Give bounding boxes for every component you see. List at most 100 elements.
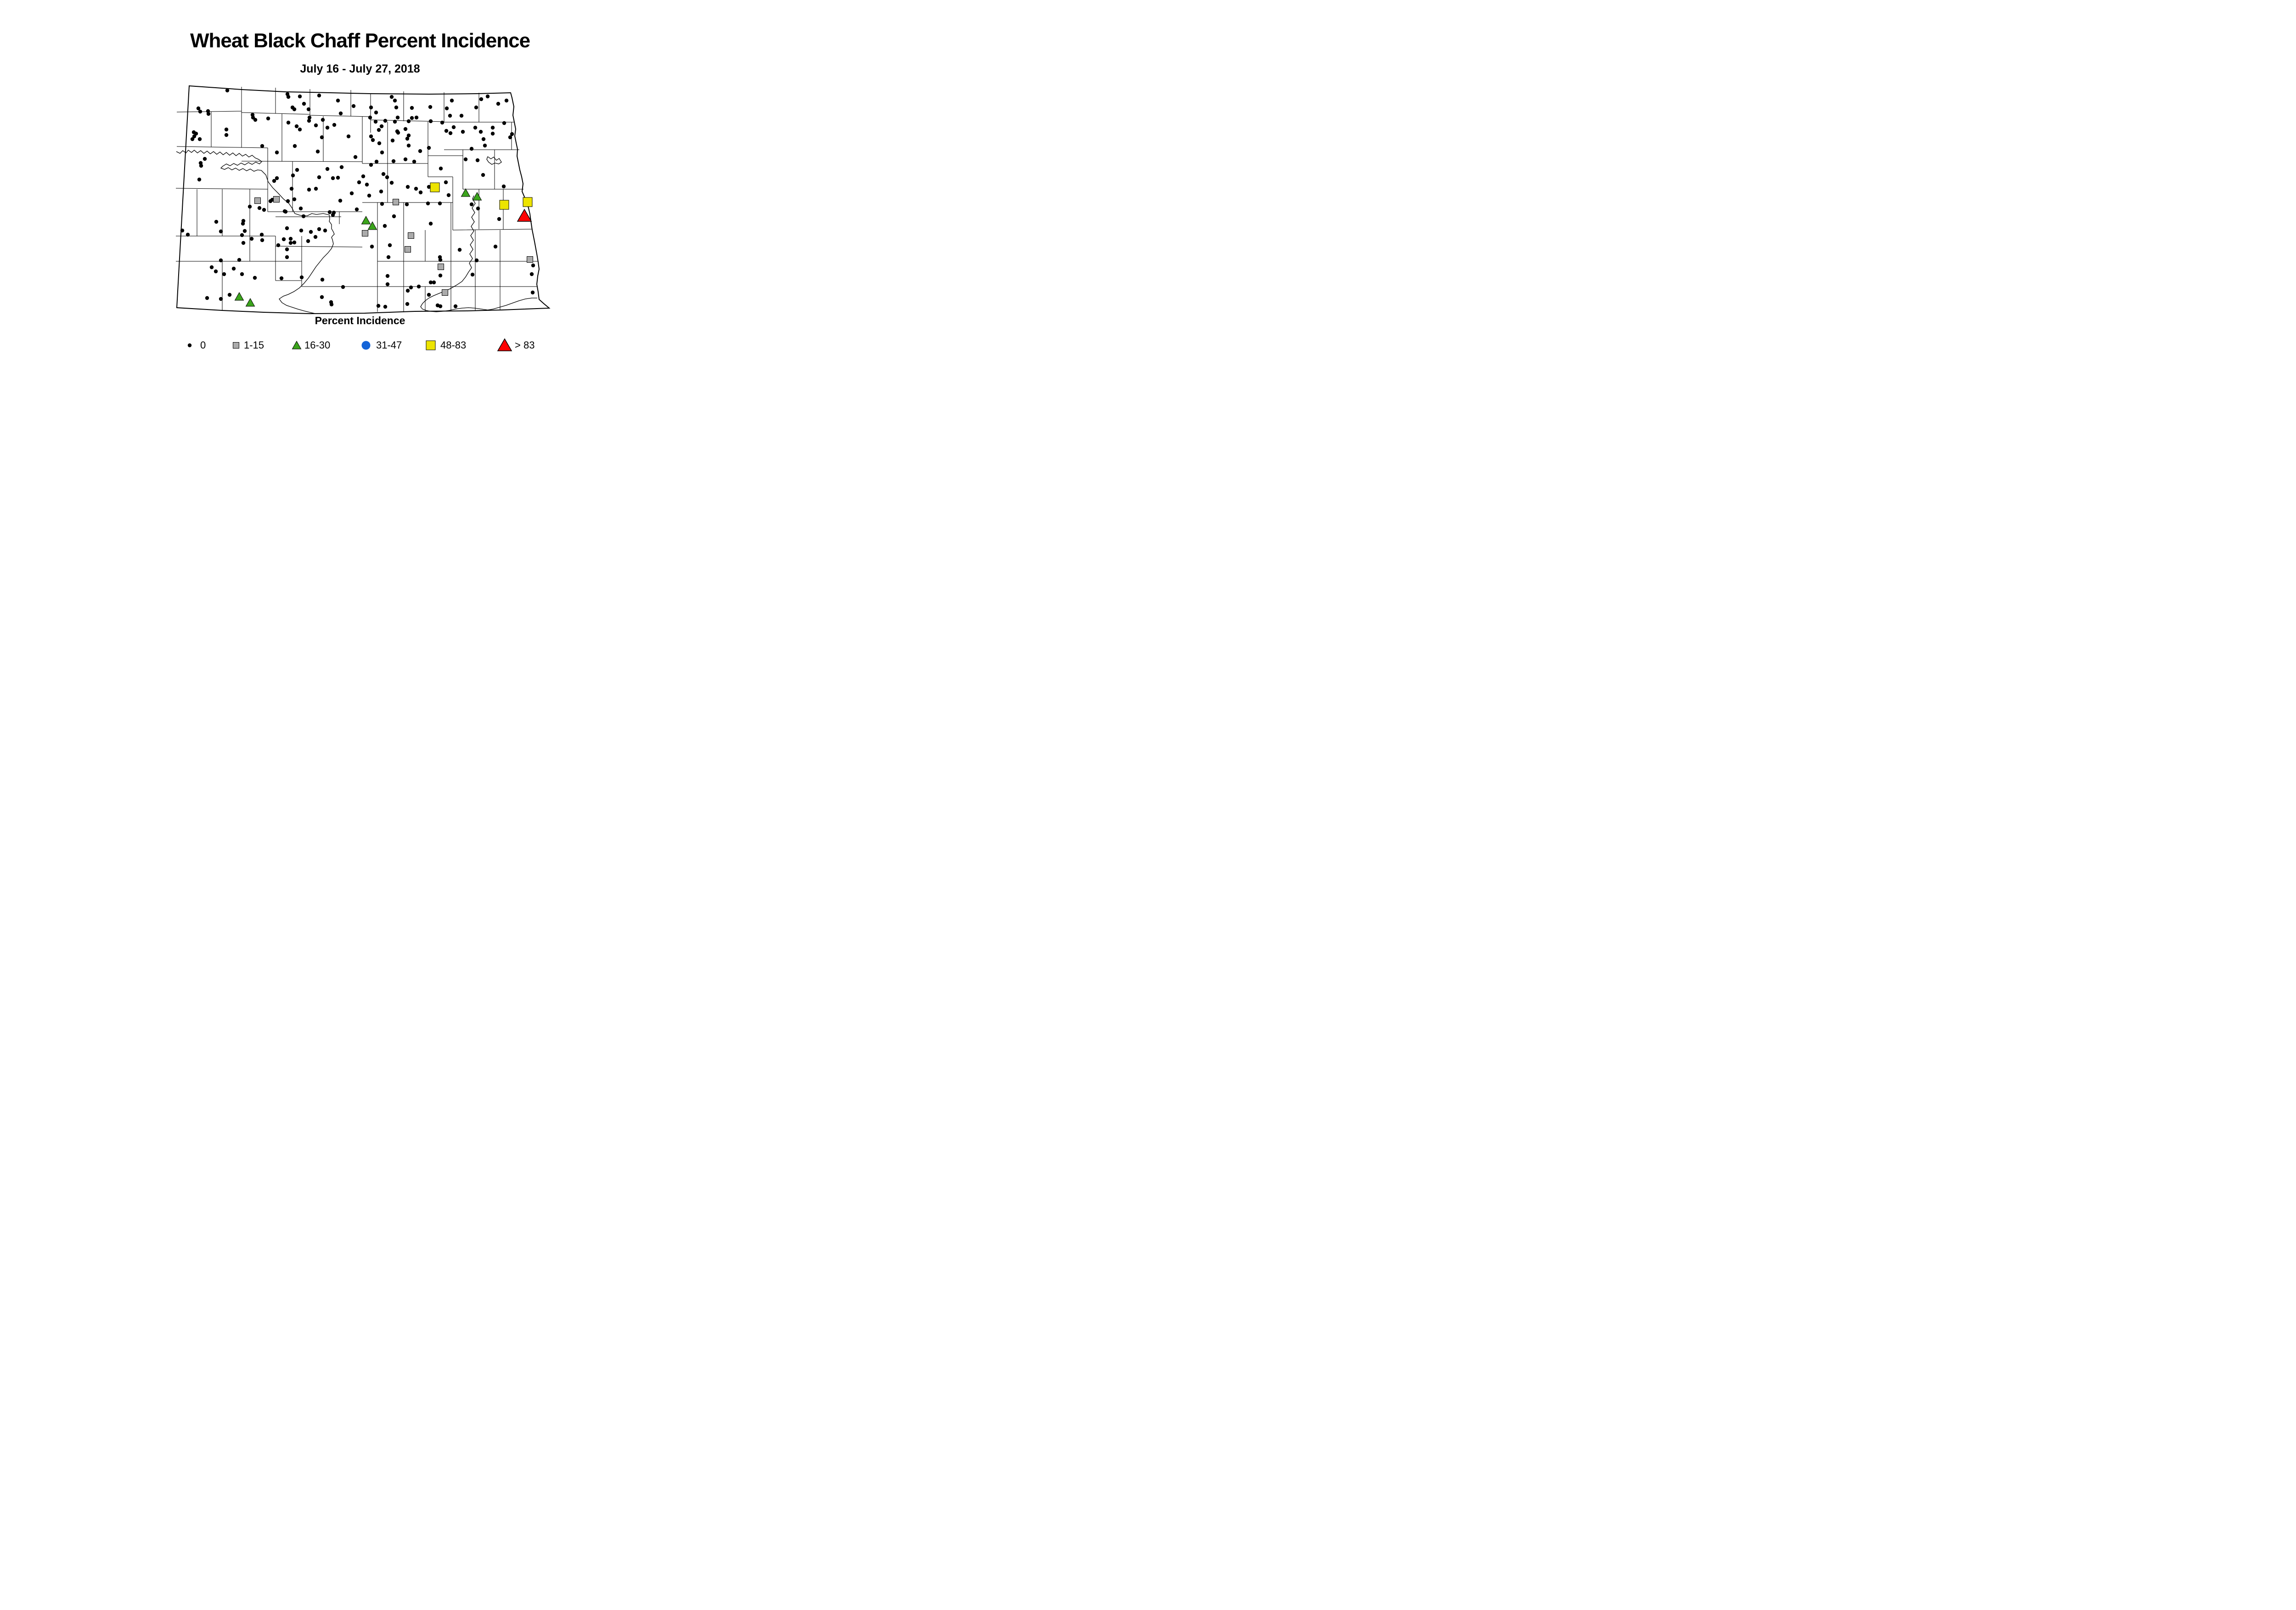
dot-marker xyxy=(231,266,236,271)
dot-marker xyxy=(301,214,306,219)
dot-marker xyxy=(405,202,409,207)
dot-marker xyxy=(414,115,419,120)
square-marker xyxy=(273,196,280,203)
dot-marker xyxy=(490,131,495,136)
square-marker xyxy=(254,197,261,204)
dot-marker xyxy=(446,193,451,197)
dot-marker xyxy=(504,98,509,103)
dot-marker xyxy=(493,244,498,249)
dot-marker xyxy=(259,232,264,237)
dot-marker xyxy=(283,209,288,214)
map-canvas xyxy=(175,85,551,315)
dot-marker xyxy=(439,166,443,171)
dot-marker xyxy=(369,105,373,110)
dot-marker xyxy=(199,163,203,168)
dot-marker xyxy=(463,157,468,162)
dot-marker xyxy=(291,173,295,178)
square-marker xyxy=(527,256,533,263)
legend-label: > 83 xyxy=(515,339,535,351)
dot-marker xyxy=(386,255,391,259)
dot-marker xyxy=(459,113,464,118)
square-marker xyxy=(393,199,399,205)
chart-subtitle: July 16 - July 27, 2018 xyxy=(300,62,420,75)
dot-marker xyxy=(315,149,320,154)
dot-marker xyxy=(383,118,388,123)
square-marker xyxy=(405,246,411,253)
dot-marker xyxy=(380,150,384,155)
square-marker xyxy=(408,232,414,239)
dot-marker xyxy=(321,118,325,122)
dot-marker xyxy=(260,144,264,148)
dot-marker xyxy=(186,232,190,237)
north-dakota-map xyxy=(172,83,553,317)
dot-marker xyxy=(224,133,229,137)
dot-marker xyxy=(292,197,297,202)
dot-marker xyxy=(351,104,356,108)
dot-marker xyxy=(450,98,454,103)
dot-marker xyxy=(461,129,465,134)
dot-marker xyxy=(406,119,411,124)
dot-marker xyxy=(432,280,436,285)
dot-marker xyxy=(279,276,284,281)
dot-marker xyxy=(385,274,390,278)
dot-marker xyxy=(405,185,410,189)
dot-marker xyxy=(294,124,299,129)
dot-marker xyxy=(338,111,343,116)
dot-marker xyxy=(346,134,351,139)
dot-marker xyxy=(298,127,302,132)
dot-marker xyxy=(307,187,311,192)
dot-marker xyxy=(306,239,310,243)
dot-marker xyxy=(237,258,242,262)
dot-marker xyxy=(444,180,448,185)
dot-marker xyxy=(289,186,294,191)
dot-marker xyxy=(371,138,375,142)
dot-marker xyxy=(444,129,449,133)
dot-marker xyxy=(180,228,185,233)
dot-marker xyxy=(320,277,325,282)
dot-marker xyxy=(469,202,474,207)
dot-marker xyxy=(253,276,257,280)
dot-marker xyxy=(285,255,289,259)
dot-marker xyxy=(412,159,416,164)
dot-marker xyxy=(389,95,394,99)
circle-marker xyxy=(361,341,371,350)
dot-marker xyxy=(361,174,366,179)
dot-marker xyxy=(286,95,291,99)
dot-marker xyxy=(219,229,223,234)
dot-marker xyxy=(293,144,297,148)
dot-marker xyxy=(349,191,354,196)
dot-marker xyxy=(253,118,258,122)
dot-marker xyxy=(249,236,254,241)
river-line xyxy=(176,150,263,172)
dot-marker xyxy=(317,227,321,231)
dot-marker xyxy=(448,131,453,135)
square-marker xyxy=(442,289,448,296)
dot-marker xyxy=(317,93,321,98)
dot-marker xyxy=(369,134,373,139)
triangle-marker xyxy=(472,191,482,201)
dot-marker xyxy=(473,125,478,130)
legend-label: 48-83 xyxy=(440,339,466,351)
dot-marker xyxy=(416,284,421,289)
river-line xyxy=(486,156,502,165)
dot-marker xyxy=(306,107,311,112)
dot-marker xyxy=(448,113,452,118)
dot-marker xyxy=(275,150,279,155)
triangle-marker xyxy=(292,340,302,349)
dot-marker xyxy=(298,94,302,99)
dot-marker xyxy=(327,210,332,214)
dot-marker xyxy=(331,176,335,180)
dot-marker xyxy=(479,97,484,101)
dot-marker xyxy=(403,157,408,162)
dot-marker xyxy=(457,248,462,252)
dot-marker xyxy=(418,149,422,153)
dot-marker xyxy=(388,243,392,248)
river-line xyxy=(261,170,335,314)
dot-marker xyxy=(427,293,431,297)
state-border xyxy=(176,85,551,315)
dot-marker xyxy=(260,238,264,242)
dot-marker xyxy=(219,258,223,263)
dot-marker xyxy=(307,118,311,123)
dot-marker xyxy=(392,214,396,219)
dot-marker xyxy=(379,124,384,129)
